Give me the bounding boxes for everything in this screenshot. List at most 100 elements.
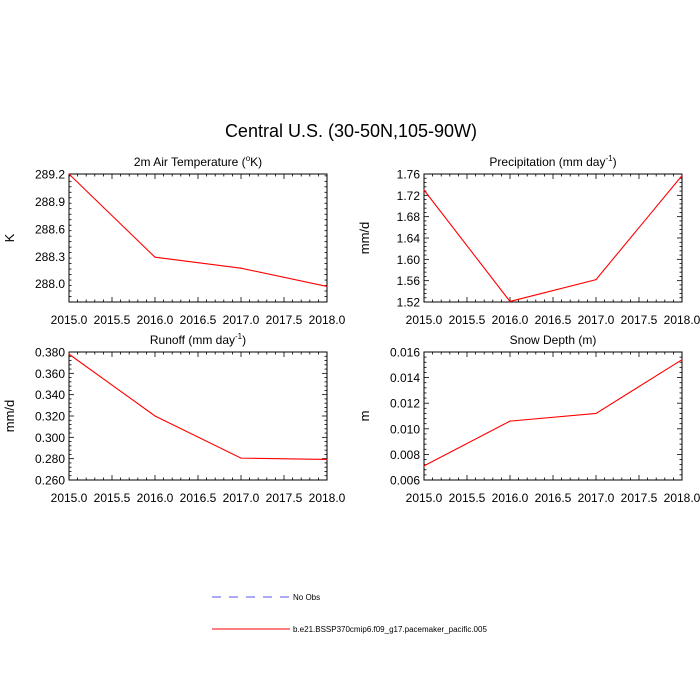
y-tick-label: 0.280	[35, 452, 65, 466]
data-point	[326, 458, 328, 461]
y-tick-label: 0.300	[35, 431, 65, 445]
x-tick-label: 2017.5	[266, 491, 303, 505]
panel-2: Precipitation (mm day-1) mm/d 2015.0 2015.5…	[357, 154, 700, 327]
data-point	[240, 457, 242, 459]
x-tick-label: 2016.0	[492, 313, 529, 327]
legend-label: No Obs	[293, 593, 320, 602]
panel-title: Precipitation (mm day-1)	[489, 154, 616, 169]
data-point	[423, 465, 425, 467]
x-tick-label: 2016.0	[137, 313, 174, 327]
plot-frame	[423, 351, 683, 481]
series-line	[423, 175, 683, 303]
y-tick-label: 0.006	[390, 474, 420, 488]
panel-title-text: 2m Air Temperature (	[134, 155, 246, 169]
data-point	[154, 256, 156, 258]
y-tick-label: 288.3	[35, 250, 65, 264]
y-tick-label: 0.260	[35, 474, 65, 488]
x-tick-label: 2017.5	[266, 313, 303, 327]
x-tick-label: 2016.5	[180, 491, 217, 505]
x-tick-label: 2018.0	[309, 313, 346, 327]
y-tick-label: 1.52	[397, 296, 421, 310]
y-tick-label: 1.68	[397, 210, 421, 224]
data-point	[509, 420, 511, 422]
x-tick-label: 2016.5	[535, 491, 572, 505]
x-tick-label: 2015.5	[449, 313, 486, 327]
y-axis-label: mm/d	[2, 400, 17, 433]
series-line	[423, 359, 683, 467]
x-tick-label: 2016.0	[137, 491, 174, 505]
x-tick-label: 2018.0	[309, 491, 346, 505]
panel-title-superscript: -1	[605, 154, 613, 163]
y-tick-label: 1.60	[397, 253, 421, 267]
legend-label: b.e21.BSSP370cmip6.f09_g17.pacemaker_pac…	[293, 625, 487, 634]
panel-title-text: Precipitation (mm day	[489, 155, 605, 169]
data-point	[681, 359, 683, 361]
panel-4: Snow Depth (m) m 2015.0 2015.5 2016.0 2016.5 2…	[357, 333, 700, 505]
data-point	[154, 415, 156, 417]
x-tick-label: 2018.0	[664, 313, 700, 327]
data-point	[68, 173, 70, 175]
series-line	[68, 173, 328, 287]
panel-title: Runoff (mm day-1)	[150, 332, 246, 347]
panel-title-superscript: -1	[235, 332, 243, 341]
y-tick-label: 0.360	[35, 367, 65, 381]
y-tick-label: 0.014	[390, 371, 420, 385]
y-axis-label: m	[357, 411, 372, 422]
y-tick-label: 0.016	[390, 346, 420, 360]
y-tick-label: 1.72	[397, 189, 421, 203]
legend-item: b.e21.BSSP370cmip6.f09_g17.pacemaker_pac…	[212, 625, 487, 634]
x-tick-label: 2016.0	[492, 491, 529, 505]
series-line	[68, 353, 328, 460]
panel-title-superscript: o	[246, 154, 251, 163]
panels-group: 2m Air Temperature (oK) K 2015.0 2015.5 2016…	[2, 154, 700, 505]
data-point	[68, 353, 70, 355]
x-tick-label: 2017.0	[578, 313, 615, 327]
y-tick-label: 289.2	[35, 168, 65, 182]
x-tick-label: 2015.5	[94, 313, 131, 327]
panel-title: 2m Air Temperature (oK)	[134, 154, 262, 169]
x-tick-label: 2018.0	[664, 491, 700, 505]
panel-title-tail: K)	[250, 155, 262, 169]
x-tick-label: 2015.0	[406, 491, 443, 505]
x-tick-label: 2015.5	[94, 491, 131, 505]
panel-1: 2m Air Temperature (oK) K 2015.0 2015.5 2016…	[2, 154, 346, 327]
legend-item: No Obs	[212, 593, 320, 602]
data-point	[509, 300, 511, 303]
x-tick-label: 2017.5	[621, 313, 658, 327]
panel-title: Snow Depth (m)	[510, 333, 597, 347]
y-tick-label: 0.010	[390, 422, 420, 436]
y-tick-label: 288.0	[35, 277, 65, 291]
legend: No Obs b.e21.BSSP370cmip6.f09_g17.pacemak…	[212, 593, 487, 634]
x-tick-label: 2017.0	[578, 491, 615, 505]
panel-title-tail: )	[613, 155, 617, 169]
panel-title-text: Snow Depth (m)	[510, 333, 597, 347]
x-tick-label: 2015.0	[51, 491, 88, 505]
x-tick-label: 2017.5	[621, 491, 658, 505]
x-tick-label: 2015.0	[51, 313, 88, 327]
y-tick-label: 288.9	[35, 195, 65, 209]
data-point	[681, 175, 683, 177]
x-tick-label: 2017.0	[223, 313, 260, 327]
y-tick-label: 1.56	[397, 274, 421, 288]
panel-title-text: Runoff (mm day	[150, 333, 235, 347]
y-tick-label: 288.6	[35, 222, 65, 236]
y-tick-label: 0.320	[35, 410, 65, 424]
x-tick-label: 2016.5	[535, 313, 572, 327]
figure-title: Central U.S. (30-50N,105-90W)	[225, 121, 477, 141]
data-point	[423, 189, 425, 191]
y-tick-label: 0.380	[35, 346, 65, 360]
y-tick-label: 1.64	[397, 232, 421, 246]
x-tick-label: 2016.5	[180, 313, 217, 327]
y-tick-label: 1.76	[397, 168, 421, 182]
x-tick-label: 2015.0	[406, 313, 443, 327]
data-point	[326, 285, 328, 288]
y-axis-label: K	[2, 233, 17, 242]
plot-frame	[68, 351, 328, 481]
data-point	[240, 267, 242, 269]
y-tick-label: 0.340	[35, 388, 65, 402]
data-point	[595, 412, 597, 415]
y-axis-label: mm/d	[357, 222, 372, 255]
panel-3: Runoff (mm day-1) mm/d 2015.0 2015.5 2016.0 2…	[2, 332, 346, 505]
x-tick-label: 2017.0	[223, 491, 260, 505]
